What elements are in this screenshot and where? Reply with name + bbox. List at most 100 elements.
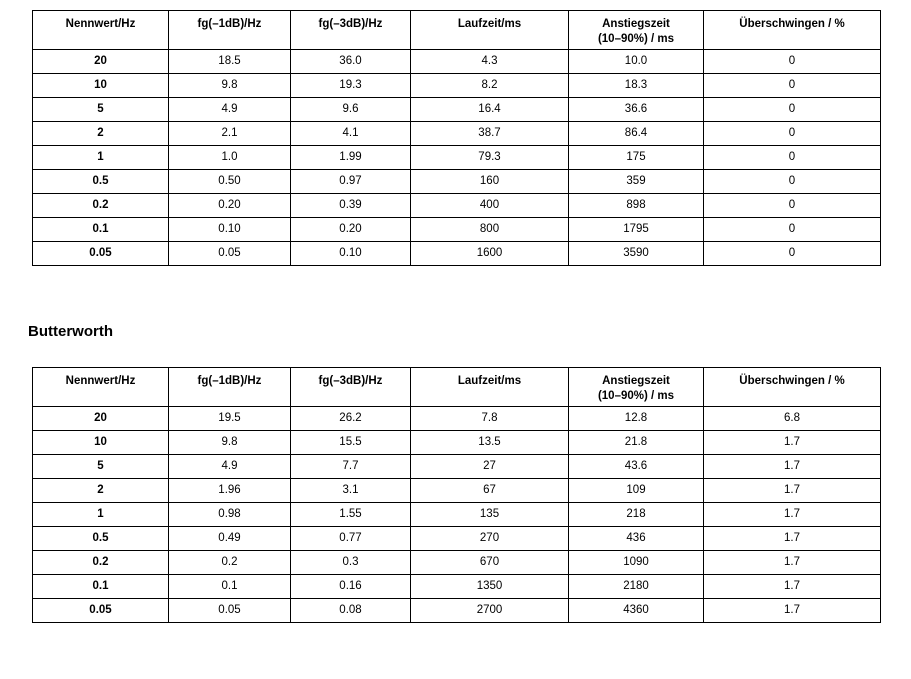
- table-row: 0.1 0.10 0.20 800 1795 0: [32, 216, 881, 242]
- column-header: fg(–1dB)/Hz: [168, 366, 291, 407]
- table-cell: 0.39: [290, 192, 411, 218]
- table-cell: 5: [32, 453, 169, 479]
- table-cell: 0.5: [32, 525, 169, 551]
- table-cell: 2.1: [168, 120, 291, 146]
- table-cell: 0: [703, 72, 881, 98]
- table-cell: 16.4: [410, 96, 569, 122]
- table-cell: 800: [410, 216, 569, 242]
- column-header: Überschwingen / %: [703, 10, 881, 50]
- table-cell: 9.6: [290, 96, 411, 122]
- table-cell: 0.05: [168, 597, 291, 623]
- table-cell: 0.20: [168, 192, 291, 218]
- table-cell: 0.08: [290, 597, 411, 623]
- column-header: Anstiegszeit (10–90%) / ms: [568, 10, 704, 50]
- table-cell: 0: [703, 240, 881, 266]
- table-cell: 12.8: [568, 405, 704, 431]
- table-row: 20 19.5 26.2 7.8 12.8 6.8: [32, 405, 881, 431]
- table-cell: 19.5: [168, 405, 291, 431]
- table-cell: 270: [410, 525, 569, 551]
- table-cell: 38.7: [410, 120, 569, 146]
- table-cell: 175: [568, 144, 704, 170]
- table-cell: 0.77: [290, 525, 411, 551]
- table-cell: 67: [410, 477, 569, 503]
- table-cell: 1350: [410, 573, 569, 599]
- table-cell: 1.0: [168, 144, 291, 170]
- table-cell: 2700: [410, 597, 569, 623]
- table-cell: 15.5: [290, 429, 411, 455]
- table-cell: 8.2: [410, 72, 569, 98]
- table-cell: 4360: [568, 597, 704, 623]
- table-cell: 18.3: [568, 72, 704, 98]
- table-cell: 1.7: [703, 549, 881, 575]
- table-cell: 1.7: [703, 573, 881, 599]
- table-cell: 1.55: [290, 501, 411, 527]
- table-cell: 0.2: [168, 549, 291, 575]
- table-cell: 2: [32, 120, 169, 146]
- column-header: Anstiegszeit (10–90%) / ms: [568, 366, 704, 407]
- table-row: 0.5 0.49 0.77 270 436 1.7: [32, 525, 881, 551]
- table-cell: 0.97: [290, 168, 411, 194]
- table-cell: 1.96: [168, 477, 291, 503]
- table-cell: 0.50: [168, 168, 291, 194]
- table-cell: 4.9: [168, 453, 291, 479]
- table-cell: 0.10: [290, 240, 411, 266]
- table-cell: 1.7: [703, 525, 881, 551]
- table-cell: 0.10: [168, 216, 291, 242]
- table-cell: 1090: [568, 549, 704, 575]
- table-cell: 0: [703, 168, 881, 194]
- table-cell: 0.98: [168, 501, 291, 527]
- table-cell: 36.0: [290, 48, 411, 74]
- table-row: 1 0.98 1.55 135 218 1.7: [32, 501, 881, 527]
- table-cell: 21.8: [568, 429, 704, 455]
- table-row: 0.2 0.20 0.39 400 898 0: [32, 192, 881, 218]
- table-cell: 4.3: [410, 48, 569, 74]
- table-cell: 6.8: [703, 405, 881, 431]
- table-butterworth: Nennwert/Hz fg(–1dB)/Hz fg(–3dB)/Hz Lauf…: [32, 366, 881, 623]
- table-cell: 2180: [568, 573, 704, 599]
- table-cell: 20: [32, 48, 169, 74]
- table-upper: Nennwert/Hz fg(–1dB)/Hz fg(–3dB)/Hz Lauf…: [32, 10, 881, 266]
- table-cell: 218: [568, 501, 704, 527]
- table-cell: 4.1: [290, 120, 411, 146]
- table-cell: 4.9: [168, 96, 291, 122]
- table-row: 1 1.0 1.99 79.3 175 0: [32, 144, 881, 170]
- table-row: 10 9.8 19.3 8.2 18.3 0: [32, 72, 881, 98]
- table-row: 0.5 0.50 0.97 160 359 0: [32, 168, 881, 194]
- table-cell: 9.8: [168, 429, 291, 455]
- table-cell: 1: [32, 144, 169, 170]
- table-cell: 0.05: [32, 240, 169, 266]
- table-cell: 359: [568, 168, 704, 194]
- table-row: 20 18.5 36.0 4.3 10.0 0: [32, 48, 881, 74]
- table-cell: 36.6: [568, 96, 704, 122]
- column-header: Überschwingen / %: [703, 366, 881, 407]
- table-cell: 160: [410, 168, 569, 194]
- table-cell: 0.49: [168, 525, 291, 551]
- table-cell: 1.99: [290, 144, 411, 170]
- table-cell: 10.0: [568, 48, 704, 74]
- column-header: Nennwert/Hz: [32, 366, 169, 407]
- table-row: 0.2 0.2 0.3 670 1090 1.7: [32, 549, 881, 575]
- table-cell: 5: [32, 96, 169, 122]
- table-cell: 86.4: [568, 120, 704, 146]
- table-cell: 109: [568, 477, 704, 503]
- table-cell: 1795: [568, 216, 704, 242]
- table-cell: 0: [703, 48, 881, 74]
- table-cell: 0.16: [290, 573, 411, 599]
- table-cell: 670: [410, 549, 569, 575]
- table-cell: 0: [703, 96, 881, 122]
- table-cell: 0: [703, 216, 881, 242]
- table-cell: 436: [568, 525, 704, 551]
- table-cell: 10: [32, 72, 169, 98]
- table-row: 0.05 0.05 0.08 2700 4360 1.7: [32, 597, 881, 623]
- table-cell: 0.3: [290, 549, 411, 575]
- table-row: 0.1 0.1 0.16 1350 2180 1.7: [32, 573, 881, 599]
- table-cell: 0: [703, 120, 881, 146]
- table-cell: 9.8: [168, 72, 291, 98]
- table-cell: 0.20: [290, 216, 411, 242]
- table-cell: 27: [410, 453, 569, 479]
- table-cell: 135: [410, 501, 569, 527]
- table-cell: 0.05: [168, 240, 291, 266]
- table-row: 2 2.1 4.1 38.7 86.4 0: [32, 120, 881, 146]
- table-cell: 0.1: [168, 573, 291, 599]
- table-cell: 0.1: [32, 573, 169, 599]
